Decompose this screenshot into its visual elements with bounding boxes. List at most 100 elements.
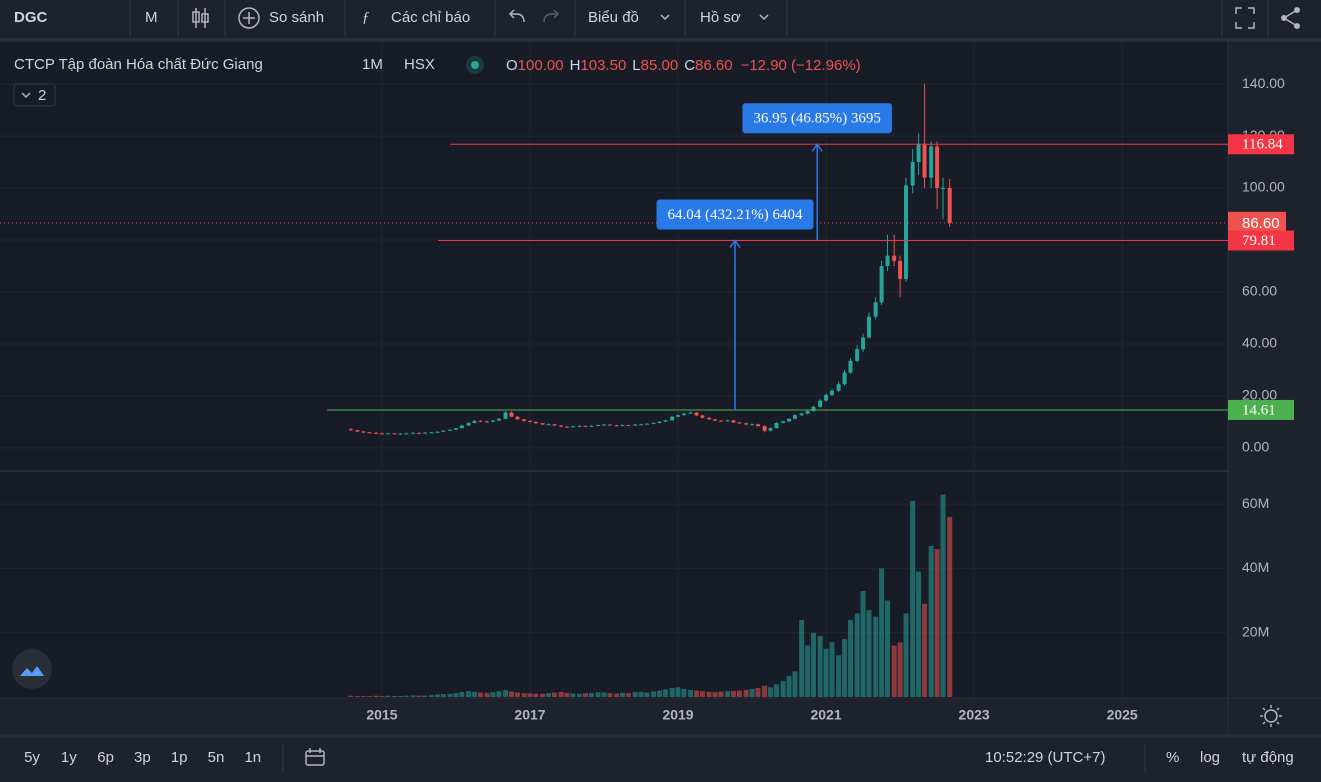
volume-bar bbox=[947, 517, 953, 697]
indicators-button[interactable]: Các chỉ báo bbox=[391, 9, 470, 26]
candle-body bbox=[639, 424, 644, 426]
x-tick-label: 2015 bbox=[366, 707, 397, 723]
candle-body bbox=[792, 415, 797, 419]
candle-body bbox=[670, 416, 675, 421]
range-button[interactable]: 5y bbox=[24, 749, 40, 766]
volume-bar bbox=[540, 693, 546, 697]
range-bar: 5y 1y 6p 3p 1p 5n 1n bbox=[24, 749, 261, 766]
candle-body bbox=[805, 411, 810, 414]
candle-body bbox=[799, 413, 804, 416]
undo-icon[interactable] bbox=[508, 9, 525, 23]
auto-toggle[interactable]: tự động bbox=[1242, 749, 1294, 766]
candle-body bbox=[496, 418, 501, 421]
change-value: −12.90 (−12.96%) bbox=[741, 57, 861, 74]
volume-bar bbox=[477, 692, 483, 697]
chevron bbox=[21, 92, 31, 99]
candle-body bbox=[762, 426, 767, 431]
candle-body bbox=[935, 146, 940, 189]
range-button[interactable]: 1n bbox=[244, 749, 261, 766]
market-status-dot bbox=[471, 61, 479, 69]
compare-icon[interactable] bbox=[238, 7, 260, 29]
go-to-date-icon[interactable] bbox=[305, 748, 325, 766]
y-tick-label: 140.00 bbox=[1242, 75, 1285, 91]
volume-bar bbox=[749, 688, 755, 697]
volume-bar bbox=[866, 610, 872, 697]
volume-bar bbox=[434, 694, 440, 697]
candle-body bbox=[916, 143, 921, 163]
candle-body bbox=[774, 422, 779, 429]
volume-bar bbox=[805, 645, 811, 697]
volume-bar bbox=[688, 689, 694, 697]
share-icon[interactable] bbox=[1281, 7, 1300, 29]
symbol[interactable]: DGC bbox=[14, 9, 48, 26]
volume-bar bbox=[601, 692, 607, 697]
interval-button[interactable]: M bbox=[145, 9, 158, 26]
range-button[interactable]: 1y bbox=[61, 749, 77, 766]
candle-body bbox=[855, 349, 860, 361]
volume-bar bbox=[731, 690, 737, 697]
volume-bar bbox=[873, 616, 879, 697]
volume-bar bbox=[662, 689, 668, 697]
candle-body bbox=[781, 421, 786, 423]
instrument-name: CTCP Tập đoàn Hóa chất Đức Giang bbox=[14, 56, 263, 73]
logo[interactable] bbox=[12, 649, 52, 689]
last-price-tag bbox=[1228, 211, 1286, 234]
candle-body bbox=[633, 424, 638, 426]
candle-body bbox=[416, 432, 421, 434]
percent-toggle[interactable]: % bbox=[1166, 749, 1179, 766]
volume-bar bbox=[397, 696, 403, 697]
volume-bar bbox=[471, 691, 477, 697]
volume-bar bbox=[799, 619, 805, 697]
volume-bar bbox=[657, 690, 663, 697]
candle-body bbox=[836, 384, 841, 391]
candle-body bbox=[466, 422, 471, 426]
candle-body bbox=[472, 420, 477, 423]
redo-icon bbox=[543, 9, 560, 23]
high-value: 103.50 bbox=[580, 57, 626, 74]
chart-style-icon[interactable] bbox=[192, 8, 209, 28]
y-tick-label: 0.00 bbox=[1242, 439, 1269, 455]
volume-bar bbox=[910, 500, 916, 697]
compare-button[interactable]: So sánh bbox=[269, 9, 324, 26]
chart-pane bbox=[0, 42, 1228, 698]
collapsed-count[interactable]: 2 bbox=[38, 87, 46, 104]
fullscreen-icon[interactable] bbox=[1235, 7, 1255, 29]
volume-bar bbox=[607, 693, 613, 697]
candle-body bbox=[607, 424, 612, 426]
volume-bar bbox=[638, 691, 644, 697]
fx-icon[interactable]: ƒ bbox=[362, 9, 370, 25]
settings-icon[interactable] bbox=[1260, 705, 1282, 727]
candle-body bbox=[755, 424, 760, 427]
arrow-head bbox=[729, 239, 741, 248]
volume-bar bbox=[922, 603, 928, 697]
candle-body bbox=[700, 415, 705, 418]
measure-box bbox=[742, 103, 892, 134]
candle-body bbox=[533, 421, 538, 424]
candle-body bbox=[367, 432, 372, 434]
chevron bbox=[660, 14, 670, 21]
log-toggle[interactable]: log bbox=[1200, 749, 1220, 766]
open-value: 100.00 bbox=[518, 57, 564, 74]
volume-bar bbox=[595, 692, 601, 697]
volume-bar bbox=[490, 692, 496, 697]
profile-menu[interactable]: Hồ sơ bbox=[700, 9, 741, 26]
candle-body bbox=[522, 419, 527, 421]
candle-body bbox=[867, 316, 872, 338]
collapse-button[interactable] bbox=[13, 83, 56, 107]
volume-bar bbox=[860, 590, 866, 697]
candle-body bbox=[688, 412, 693, 414]
range-button[interactable]: 6p bbox=[97, 749, 114, 766]
candle-body bbox=[818, 400, 823, 407]
candle-body bbox=[892, 255, 897, 261]
ohlc-legend: O100.00 H103.50 L85.00 C86.60 −12.90 (−12.96… bbox=[506, 57, 861, 74]
range-button[interactable]: 3p bbox=[134, 749, 151, 766]
chart-menu[interactable]: Biểu đồ bbox=[588, 9, 639, 26]
candle-body bbox=[848, 360, 853, 373]
volume-bar bbox=[440, 694, 446, 697]
volume-bar bbox=[632, 692, 638, 697]
range-button[interactable]: 1p bbox=[171, 749, 188, 766]
range-button[interactable]: 5n bbox=[208, 749, 225, 766]
candle-body bbox=[787, 418, 792, 422]
volume-bar bbox=[564, 692, 570, 697]
measure-label: 64.04 (432.21%) 6404 bbox=[668, 207, 803, 223]
